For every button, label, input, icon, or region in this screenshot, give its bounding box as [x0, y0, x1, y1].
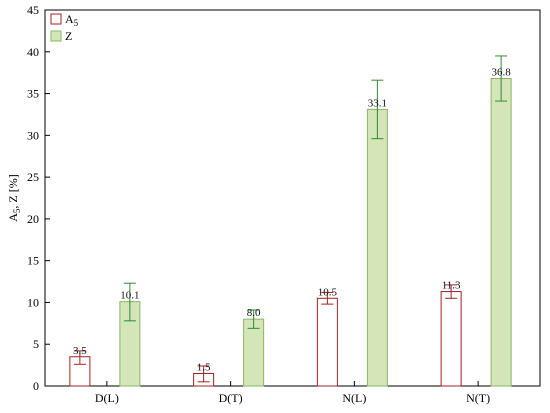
bar-a5 — [316, 297, 338, 387]
y-axis-title: A5, Z [%] — [6, 174, 22, 222]
y-tick-label: 25 — [27, 170, 39, 184]
y-tick-label: 10 — [27, 295, 39, 309]
x-tick-label: D(T) — [219, 391, 243, 405]
y-tick-label: 45 — [27, 3, 39, 17]
bar-a5 — [440, 291, 462, 387]
bar-z — [243, 318, 265, 387]
data-label: 10.5 — [318, 286, 338, 298]
x-tick-label: N(T) — [466, 391, 490, 405]
error-bars-layer — [73, 55, 508, 383]
x-tick-label: D(L) — [95, 391, 119, 405]
data-label: 10.1 — [120, 290, 139, 302]
data-label: 36.8 — [492, 67, 512, 79]
y-axis: 0 5 10 15 20 25 30 35 40 45 — [27, 3, 50, 393]
data-label: 33.1 — [368, 97, 387, 109]
bar-z — [490, 78, 512, 387]
y-tick-label: 40 — [27, 45, 39, 59]
data-label: 11.3 — [442, 280, 461, 292]
legend-swatch-z — [50, 30, 62, 42]
data-label: 1.5 — [197, 361, 211, 373]
x-tick-label: N(L) — [342, 391, 366, 405]
data-labels-layer: 3.5 10.1 1.5 8.0 10.5 33.1 11.3 36.8 — [73, 67, 511, 374]
y-tick-label: 35 — [27, 87, 39, 101]
x-axis: D(L) D(T) N(L) N(T) — [95, 381, 490, 405]
data-label: 3.5 — [73, 345, 87, 357]
data-label: 8.0 — [247, 307, 261, 319]
plot-frame — [44, 9, 541, 387]
bars-layer — [69, 78, 512, 387]
y-tick-label: 15 — [27, 254, 39, 268]
y-tick-label: 5 — [33, 337, 39, 351]
bar-z — [366, 108, 388, 387]
legend-label-z: Z — [65, 29, 72, 43]
y-tick-label: 30 — [27, 128, 39, 142]
legend: A5 Z — [50, 12, 79, 43]
legend-swatch-a5 — [50, 13, 62, 25]
y-tick-label: 0 — [33, 379, 39, 393]
legend-label-a5: A5 — [65, 12, 79, 28]
y-tick-label: 20 — [27, 212, 39, 226]
